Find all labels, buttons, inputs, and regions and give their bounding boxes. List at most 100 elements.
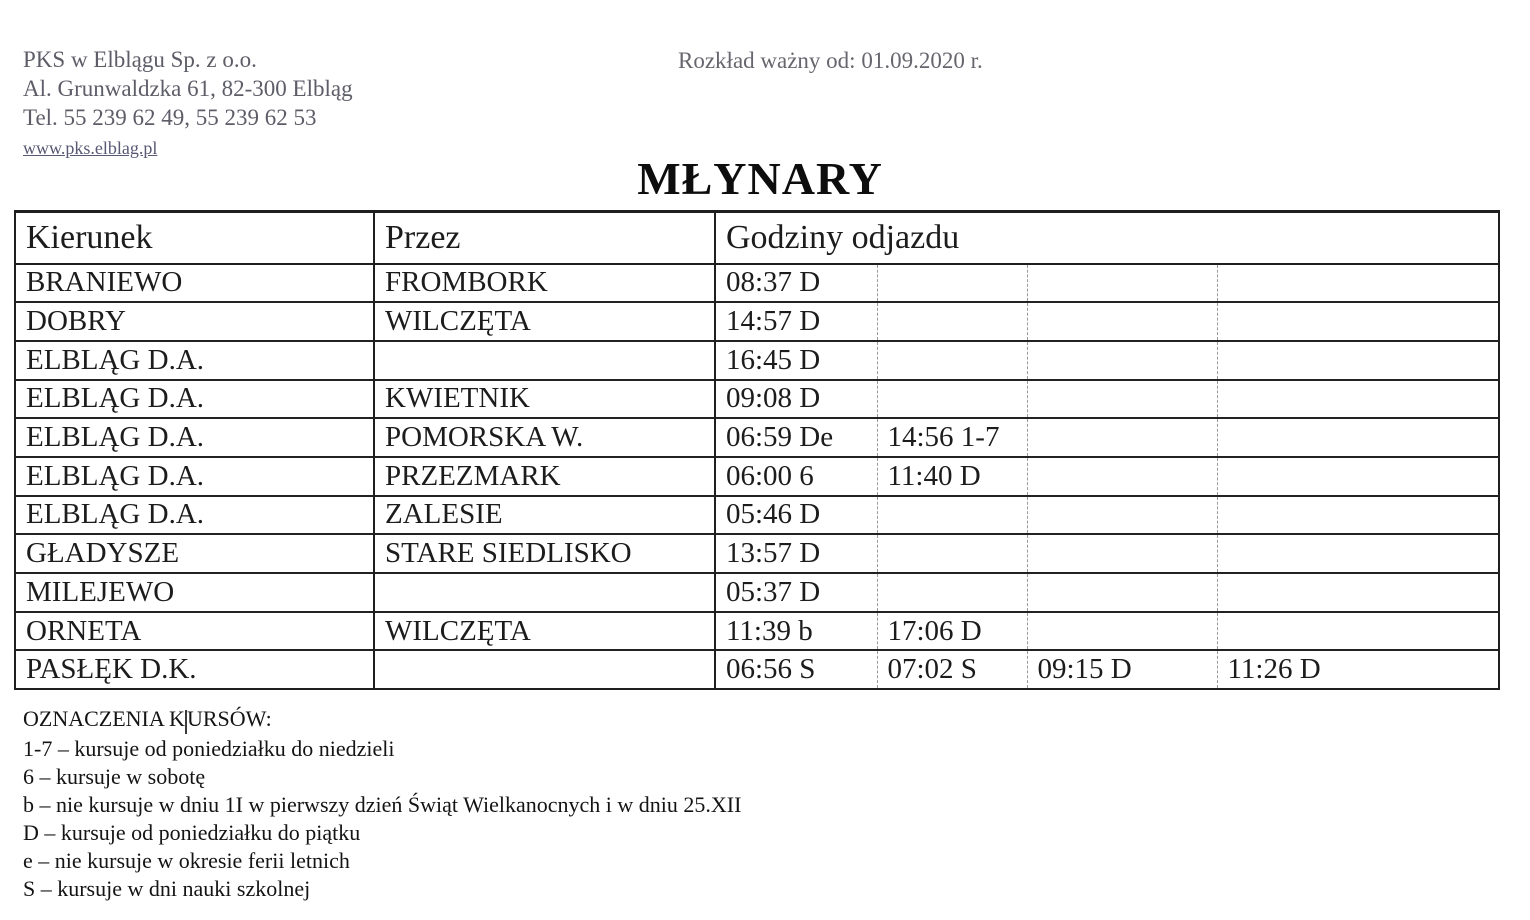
cell-time bbox=[876, 533, 1027, 573]
cell-przez: FROMBORK bbox=[374, 263, 716, 303]
validity-note: Rozkład ważny od: 01.09.2020 r. bbox=[678, 48, 983, 73]
cell-przez: STARE SIEDLISKO bbox=[374, 533, 716, 573]
legend-item: 1-7 – kursuje od poniedziałku do niedzie… bbox=[23, 736, 395, 761]
cell-przez: WILCZĘTA bbox=[374, 301, 716, 341]
cell-time: 05:37 D bbox=[715, 572, 877, 612]
cell-kierunek: DOBRY bbox=[15, 301, 375, 341]
company-name: PKS w Elblągu Sp. z o.o. bbox=[23, 47, 257, 72]
cell-time: 09:15 D bbox=[1026, 649, 1217, 690]
cell-time bbox=[1026, 339, 1217, 380]
cell-time bbox=[1026, 610, 1217, 651]
cell-kierunek: GŁADYSZE bbox=[15, 533, 375, 573]
cell-time: 09:08 D bbox=[715, 378, 877, 419]
cell-time bbox=[1216, 455, 1500, 496]
company-address: Al. Grunwaldzka 61, 82-300 Elbląg bbox=[23, 76, 353, 101]
legend-item: e – nie kursuje w okresie ferii letnich bbox=[23, 848, 350, 873]
cell-time: 14:57 D bbox=[715, 301, 877, 341]
cell-time: 11:39 b bbox=[715, 610, 877, 651]
cell-kierunek: MILEJEWO bbox=[15, 572, 375, 612]
table-row: ORNETA WILCZĘTA 11:39 b 17:06 D bbox=[15, 610, 1500, 651]
table-body: BRANIEWO FROMBORK 08:37 D DOBRY WILCZĘTA 14:5… bbox=[15, 263, 1500, 690]
cell-time bbox=[1216, 263, 1500, 303]
page-title: MŁYNARY bbox=[637, 153, 883, 204]
cell-time bbox=[1026, 533, 1217, 573]
legend-title: OZNACZENIA KURSÓW: bbox=[23, 705, 741, 734]
legend: OZNACZENIA KURSÓW: 1-7 – kursuje od poni… bbox=[23, 705, 741, 903]
cell-time: 14:56 1-7 bbox=[876, 417, 1027, 457]
text-caret bbox=[184, 710, 187, 734]
cell-przez: KWIETNIK bbox=[374, 378, 716, 419]
cell-time: 06:00 6 bbox=[715, 455, 877, 496]
cell-przez: WILCZĘTA bbox=[374, 610, 716, 651]
cell-time bbox=[1026, 455, 1217, 496]
cell-time bbox=[1216, 378, 1500, 419]
table-row: PASŁĘK D.K. 06:56 S 07:02 S 09:15 D 11:26 D bbox=[15, 649, 1500, 690]
cell-time bbox=[1026, 301, 1217, 341]
cell-time bbox=[1216, 339, 1500, 380]
table-row: ELBLĄG D.A. 16:45 D bbox=[15, 339, 1500, 380]
cell-przez: POMORSKA W. bbox=[374, 417, 716, 457]
cell-przez: PRZEZMARK bbox=[374, 455, 716, 496]
cell-przez: ZALESIE bbox=[374, 494, 716, 535]
cell-time bbox=[1026, 263, 1217, 303]
cell-time: 08:37 D bbox=[726, 266, 821, 299]
column-header-przez: Przez bbox=[374, 211, 716, 265]
cell-time: 06:56 S bbox=[715, 649, 877, 690]
legend-item: D – kursuje od poniedziałku do piątku bbox=[23, 820, 361, 845]
cell-kierunek: PASŁĘK D.K. bbox=[15, 649, 375, 690]
cell-time: 11:40 D bbox=[876, 455, 1027, 496]
cell-kierunek: ORNETA bbox=[15, 610, 375, 651]
cell-time bbox=[1026, 572, 1217, 612]
table-header-row: Kierunek Przez Godziny odjazdu bbox=[15, 211, 1500, 265]
cell-time bbox=[1216, 417, 1500, 457]
table-row: DOBRY WILCZĘTA 14:57 D bbox=[15, 301, 1500, 341]
table-row: ELBLĄG D.A. KWIETNIK 09:08 D bbox=[15, 378, 1500, 419]
cell-time: 05:46 D bbox=[715, 494, 877, 535]
cell-przez bbox=[374, 572, 716, 612]
cell-kierunek: BRANIEWO bbox=[15, 263, 375, 303]
website-link[interactable]: www.pks.elblag.pl bbox=[23, 138, 158, 158]
table-row: ELBLĄG D.A. PRZEZMARK 06:00 6 11:40 D bbox=[15, 455, 1500, 496]
company-contact-block: PKS w Elblągu Sp. z o.o. Al. Grunwaldzka… bbox=[23, 45, 353, 161]
table-row: ELBLĄG D.A. POMORSKA W. 06:59 De 14:56 1-7 bbox=[15, 417, 1500, 457]
cell-time bbox=[876, 263, 1027, 303]
legend-item: S – kursuje w dni nauki szkolnej bbox=[23, 876, 311, 901]
cell-time bbox=[1216, 610, 1500, 651]
cell-time bbox=[1216, 533, 1500, 573]
cell-kierunek: ELBLĄG D.A. bbox=[15, 417, 375, 457]
cell-time bbox=[876, 301, 1027, 341]
cell-przez bbox=[374, 649, 716, 690]
cell-time: 06:59 De bbox=[715, 417, 877, 457]
legend-title-after-caret: URSÓW: bbox=[186, 706, 272, 731]
table-row: ELBLĄG D.A. ZALESIE 05:46 D bbox=[15, 494, 1500, 535]
cell-time: 07:02 S bbox=[876, 649, 1027, 690]
column-header-godziny-odjazdu: Godziny odjazdu bbox=[715, 211, 1500, 265]
cell-time: 11:26 D bbox=[1216, 649, 1500, 690]
cell-kierunek: ELBLĄG D.A. bbox=[15, 455, 375, 496]
table-row: GŁADYSZE STARE SIEDLISKO 13:57 D bbox=[15, 533, 1500, 573]
cell-time bbox=[876, 378, 1027, 419]
cell-time bbox=[1216, 301, 1500, 341]
cell-kierunek: ELBLĄG D.A. bbox=[15, 339, 375, 380]
cell-time bbox=[1026, 417, 1217, 457]
cell-time: 16:45 D bbox=[715, 339, 877, 380]
cell-time: 17:06 D bbox=[876, 610, 1027, 651]
legend-item: 6 – kursuje w sobotę bbox=[23, 764, 206, 789]
cell-time: 13:57 D bbox=[715, 533, 877, 573]
cell-przez bbox=[374, 339, 716, 380]
cell-time bbox=[1216, 494, 1500, 535]
table-row: MILEJEWO 05:37 D bbox=[15, 572, 1500, 612]
cell-time bbox=[1216, 572, 1500, 612]
cell-time bbox=[876, 339, 1027, 380]
cell-time bbox=[876, 494, 1027, 535]
legend-items: 1-7 – kursuje od poniedziałku do niedzie… bbox=[23, 735, 741, 903]
company-phone: Tel. 55 239 62 49, 55 239 62 53 bbox=[23, 105, 317, 130]
table-row: BRANIEWO FROMBORK 08:37 D bbox=[15, 263, 1500, 303]
cell-time bbox=[876, 572, 1027, 612]
cell-time bbox=[1026, 494, 1217, 535]
cell-kierunek: ELBLĄG D.A. bbox=[15, 494, 375, 535]
legend-item: b – nie kursuje w dniu 1I w pierwszy dzi… bbox=[23, 792, 742, 817]
cell-time bbox=[1026, 378, 1217, 419]
departures-table: Kierunek Przez Godziny odjazdu BRANIEWO F… bbox=[14, 210, 1501, 691]
